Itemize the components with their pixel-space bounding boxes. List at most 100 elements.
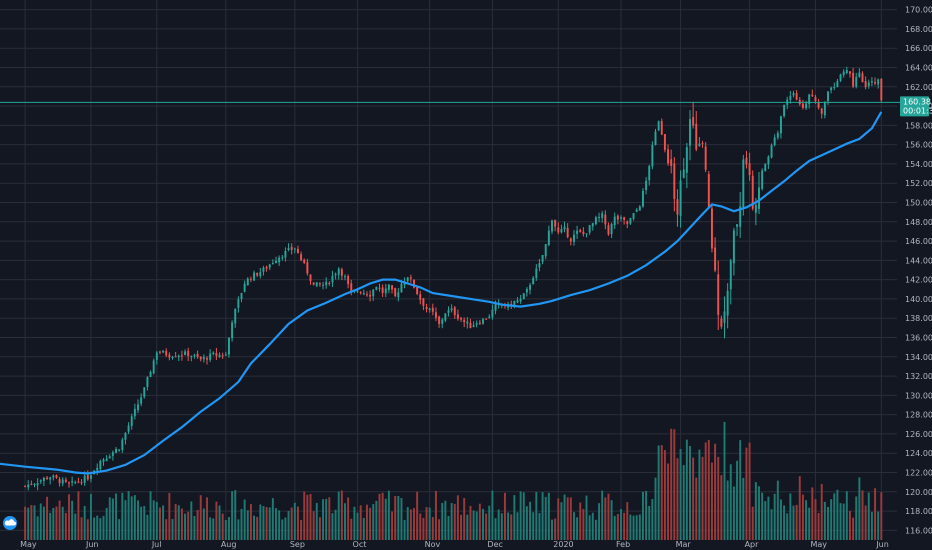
volume-bar bbox=[413, 508, 415, 540]
volume-bar bbox=[441, 502, 444, 540]
candle-body bbox=[284, 250, 287, 258]
volume-bar bbox=[328, 497, 331, 540]
candle-body bbox=[86, 474, 89, 480]
candle-body bbox=[431, 307, 434, 312]
candle-body bbox=[108, 456, 111, 459]
price-axis-label: 148.00 bbox=[905, 218, 932, 227]
candle-body bbox=[723, 311, 726, 323]
candle-body bbox=[463, 319, 466, 323]
time-axis-label: Aug bbox=[221, 540, 237, 549]
candle-body bbox=[296, 248, 299, 254]
volume-bar bbox=[830, 499, 833, 540]
candle-body bbox=[598, 216, 601, 218]
candle-body bbox=[673, 163, 676, 199]
volume-bar bbox=[632, 515, 635, 540]
volume-bar bbox=[585, 495, 588, 540]
candle-body bbox=[356, 290, 359, 292]
candle-body bbox=[635, 209, 638, 212]
volume-bar bbox=[293, 502, 296, 540]
volume-bar bbox=[607, 493, 610, 540]
candle-body bbox=[381, 287, 384, 294]
candle-body bbox=[513, 300, 516, 305]
candle-body bbox=[362, 293, 365, 295]
volume-bar bbox=[635, 515, 638, 540]
candle-body bbox=[761, 170, 764, 189]
candle-body bbox=[475, 323, 478, 325]
volume-bar bbox=[500, 513, 503, 540]
volume-bar bbox=[801, 494, 804, 540]
candle-body bbox=[240, 293, 243, 299]
volume-bar bbox=[764, 501, 767, 540]
volume-bar bbox=[867, 492, 870, 540]
candle-body bbox=[689, 119, 691, 146]
time-axis[interactable]: May Jun Jul Aug Sep Oct Nov Dec 2020 Feb Mar Apr May… bbox=[20, 540, 889, 549]
candle-body bbox=[24, 485, 27, 487]
cloud-icon[interactable] bbox=[3, 516, 17, 530]
volume-bar bbox=[71, 500, 74, 540]
volume-bar bbox=[347, 497, 350, 540]
candle-body bbox=[187, 350, 190, 357]
candle-body bbox=[460, 318, 463, 320]
candle-body bbox=[218, 354, 221, 358]
volume-bar bbox=[165, 519, 168, 540]
candle-body bbox=[541, 254, 544, 262]
volume-bar bbox=[362, 517, 365, 540]
volume-bar bbox=[519, 491, 522, 540]
volume-bar bbox=[365, 504, 368, 540]
volume-bar bbox=[64, 512, 67, 540]
candle-body bbox=[111, 452, 114, 456]
candle-body bbox=[748, 163, 751, 176]
volume-bar bbox=[842, 503, 845, 540]
price-axis[interactable]: 116.00 118.00 120.00 122.00 124.00 126.00 128.… bbox=[905, 6, 932, 536]
candle-body bbox=[588, 225, 591, 233]
candle-body bbox=[190, 356, 193, 358]
candle-body bbox=[852, 72, 855, 87]
candle-body bbox=[717, 274, 720, 315]
volume-bar bbox=[685, 439, 688, 540]
volume-bar bbox=[184, 513, 187, 540]
time-axis-label: Nov bbox=[425, 540, 441, 549]
volume-bar bbox=[638, 514, 641, 540]
candle-body bbox=[848, 71, 851, 74]
candle-body bbox=[419, 294, 422, 300]
volume-bar bbox=[77, 491, 80, 540]
candle-body bbox=[776, 132, 779, 138]
price-axis-label: 126.00 bbox=[905, 430, 932, 439]
volume-bar bbox=[174, 503, 177, 540]
candle-body bbox=[196, 353, 199, 358]
volume-bar bbox=[331, 513, 334, 540]
volume-bar bbox=[246, 510, 249, 540]
candle-body bbox=[259, 272, 262, 276]
volume-bar bbox=[359, 505, 362, 540]
volume-bar bbox=[620, 509, 622, 540]
volume-bar bbox=[340, 490, 343, 540]
candle-body bbox=[842, 71, 845, 76]
candle-body bbox=[428, 308, 431, 311]
candle-body bbox=[754, 204, 757, 213]
time-axis-label: Oct bbox=[353, 540, 367, 549]
candle-body bbox=[227, 337, 230, 355]
candle-body bbox=[488, 316, 491, 318]
volume-bar bbox=[356, 512, 359, 540]
volume-bar bbox=[58, 500, 61, 540]
price-tag-value: 160.38 bbox=[903, 97, 931, 106]
candle-body bbox=[478, 322, 481, 324]
volume-bar bbox=[563, 494, 566, 540]
volume-bar bbox=[221, 513, 224, 540]
volume-bar bbox=[663, 450, 666, 540]
candle-body bbox=[877, 79, 880, 85]
candle-body bbox=[322, 284, 325, 286]
volume-bar bbox=[792, 505, 795, 540]
candle-body bbox=[243, 283, 246, 292]
volume-bar bbox=[146, 514, 149, 540]
candle-body bbox=[638, 206, 641, 211]
volume-bar bbox=[707, 439, 710, 540]
volume-bar bbox=[224, 519, 227, 540]
candle-body bbox=[532, 277, 535, 285]
candle-body bbox=[165, 350, 168, 356]
candle-body bbox=[648, 165, 651, 181]
volume-bar bbox=[212, 518, 215, 540]
volume-bar bbox=[648, 505, 651, 540]
volume-bar bbox=[27, 507, 30, 540]
